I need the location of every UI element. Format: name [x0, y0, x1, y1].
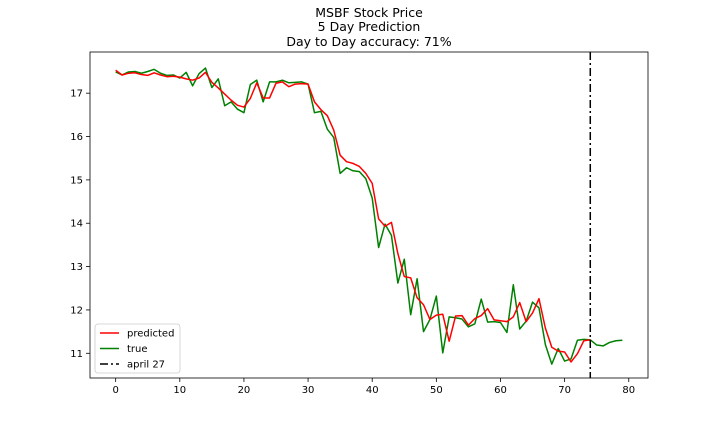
- x-tick-label: 60: [494, 385, 507, 396]
- y-tick-label: 12: [70, 305, 83, 316]
- y-tick-label: 17: [70, 89, 83, 100]
- x-axis: 0 10 20 30 40 50 60 70 80: [112, 378, 635, 396]
- chart-title: MSBF Stock Price 5 Day Prediction Day to…: [286, 5, 451, 49]
- y-tick-label: 16: [70, 132, 83, 143]
- x-tick-label: 40: [366, 385, 379, 396]
- legend-label-predicted: predicted: [127, 329, 174, 340]
- chart-title-line-1: MSBF Stock Price: [315, 5, 423, 20]
- x-tick-label: 50: [430, 385, 443, 396]
- y-axis: 11 12 13 14 15 16 17: [70, 89, 90, 360]
- x-tick-label: 70: [558, 385, 571, 396]
- x-tick-label: 80: [622, 385, 635, 396]
- y-tick-label: 11: [70, 349, 83, 360]
- chart-title-line-2: 5 Day Prediction: [318, 19, 421, 34]
- series-layer: [115, 52, 623, 378]
- x-tick-label: 30: [302, 385, 315, 396]
- plot-area-frame: [89, 51, 649, 379]
- x-tick-label: 0: [112, 385, 118, 396]
- x-tick-label: 20: [238, 385, 251, 396]
- legend-box: [94, 323, 181, 374]
- y-tick-label: 14: [70, 219, 83, 230]
- y-tick-label: 15: [70, 175, 83, 186]
- x-tick-label: 10: [173, 385, 186, 396]
- legend-label-true: true: [127, 344, 148, 355]
- legend-label-april-27: april 27: [127, 360, 165, 371]
- legend: predicted true april 27: [94, 323, 181, 374]
- series-line-true: [115, 67, 623, 365]
- series-line-predicted: [115, 69, 591, 363]
- chart-title-line-3: Day to Day accuracy: 71%: [286, 34, 451, 49]
- y-tick-label: 13: [70, 262, 83, 273]
